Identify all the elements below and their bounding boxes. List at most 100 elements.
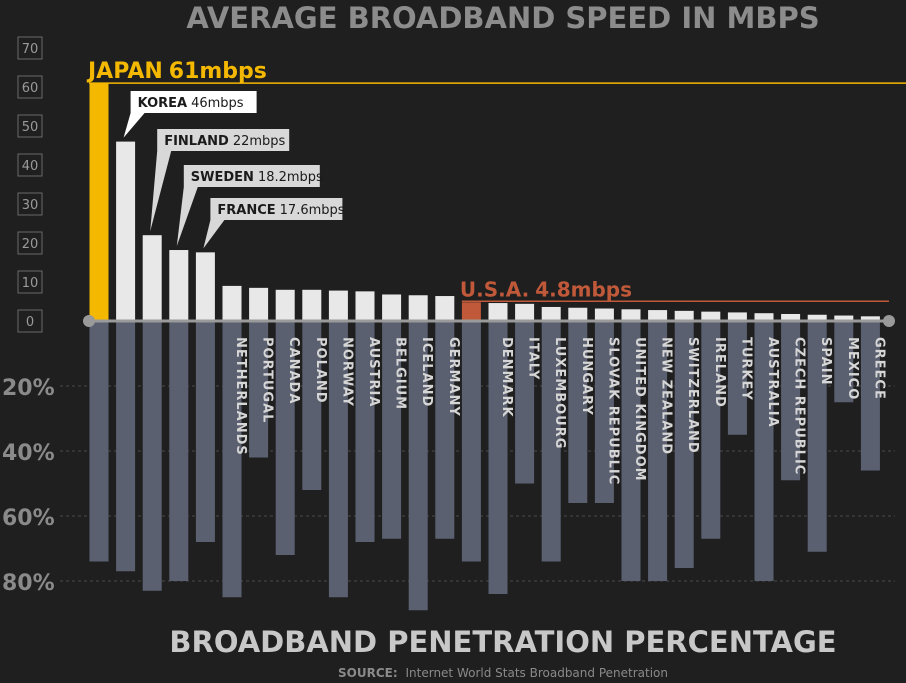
speed-bar [328, 290, 348, 321]
speed-bar [594, 308, 614, 321]
japan-callout-name: JAPAN [86, 59, 163, 84]
country-label: ICELAND [419, 337, 434, 407]
speech-bubble-name: KOREA [138, 96, 188, 111]
penetration-bar [807, 321, 827, 552]
speed-bar [195, 252, 215, 321]
speech-bubble-name: SWEDEN [191, 170, 254, 185]
japan-callout-value: 61mbps [169, 59, 267, 84]
speech-bubble-pointer [123, 113, 145, 138]
penetration-tick-label: 20% [2, 376, 55, 401]
speech-bubble [130, 91, 257, 113]
penetration-tick-label: 60% [2, 506, 55, 531]
speech-bubble-value: 22mbps [233, 134, 286, 149]
speed-bar [701, 311, 721, 321]
speed-bar [621, 309, 641, 321]
penetration-bar [116, 321, 136, 572]
penetration-bar [515, 321, 535, 484]
chart-title: AVERAGE BROADBAND SPEED IN MBPS [186, 1, 819, 35]
speed-tick-label: 30 [22, 198, 39, 213]
speed-bar [674, 310, 694, 321]
country-label: GREECE [871, 337, 886, 400]
penetration-bar [568, 321, 588, 503]
country-label: SLOVAK REPUBLIC [605, 337, 620, 485]
speed-bar [408, 295, 428, 321]
baseline-start-dot [83, 315, 95, 327]
speed-bar [807, 314, 827, 321]
speech-bubble-name: FINLAND [164, 134, 229, 149]
country-label: PORTUGAL [260, 337, 275, 423]
penetration-bar [249, 321, 269, 458]
speed-bar [142, 235, 162, 321]
speed-bar [648, 310, 668, 321]
country-labels: NETHERLANDS PORTUGAL CANADA POLAND NORWAY AUS… [233, 337, 886, 485]
speed-bar [382, 294, 402, 321]
country-label: BELGIUM [393, 337, 408, 410]
country-label: NETHERLANDS [233, 337, 248, 456]
speed-tick-box [17, 75, 43, 99]
source-text: Internet World Stats Broadband Penetrati… [405, 666, 668, 680]
speed-tick-label: 10 [22, 276, 39, 291]
speed-tick-box [17, 270, 43, 294]
usa-callout: U.S.A. 4.8mbps [460, 277, 632, 301]
speech-bubble-value: 46mbps [191, 96, 244, 111]
speed-tick-label: 0 [26, 315, 34, 330]
penetration-bar [594, 321, 614, 503]
usa-callout-value: 4.8mbps [535, 277, 632, 301]
country-label: NORWAY [339, 337, 354, 407]
penetration-bar [488, 321, 508, 594]
speech-bubble-pointer [203, 220, 225, 249]
penetration-bar [275, 321, 295, 555]
country-label: DENMARK [499, 337, 514, 418]
speed-bar [116, 141, 136, 321]
speech-bubble [183, 165, 320, 187]
country-label: AUSTRALIA [765, 337, 780, 428]
speed-bar [834, 315, 854, 321]
country-label: LUXEMBOURG [552, 337, 567, 449]
speed-bar [302, 289, 322, 321]
penetration-bar [382, 321, 402, 539]
penetration-bar [408, 321, 428, 611]
speed-bar [541, 306, 561, 321]
speed-bar [860, 316, 880, 321]
speed-tick-box [17, 309, 43, 333]
speed-bar [568, 307, 588, 321]
penetration-bar [701, 321, 721, 539]
speed-tick-label: 70 [22, 42, 39, 57]
penetration-bar [648, 321, 668, 581]
source-note: SOURCE: Internet World Stats Broadband P… [338, 666, 668, 680]
speech-bubble-pointer [176, 187, 198, 247]
country-label: GERMANY [446, 337, 461, 417]
country-label: HUNGARY [579, 337, 594, 416]
speed-tick-box [17, 36, 43, 60]
country-label: MEXICO [845, 337, 860, 400]
speech-bubble-text: FINLAND 22mbps [164, 134, 285, 149]
penetration-bar [328, 321, 348, 598]
country-label: SPAIN [818, 337, 833, 385]
country-label: CANADA [286, 337, 301, 404]
speech-bubble [210, 198, 343, 220]
usa-callout-name: U.S.A. [460, 277, 529, 301]
axes: 0 10 20 30 40 50 60 70 20% 40% 60% 80% [2, 36, 895, 596]
penetration-bar [674, 321, 694, 568]
penetration-bar [89, 321, 109, 562]
penetration-bar [621, 321, 641, 581]
chart-subtitle: BROADBAND PENETRATION PERCENTAGE [169, 625, 836, 659]
baseline-end-dot [883, 315, 895, 327]
speech-bubble-name: FRANCE [217, 203, 275, 218]
speed-tick-box [17, 231, 43, 255]
country-label: NEW ZEALAND [659, 337, 674, 455]
country-label: POLAND [313, 337, 328, 404]
speed-bar [275, 289, 295, 321]
penetration-bar [860, 321, 880, 471]
country-label: CZECH REPUBLIC [792, 337, 807, 475]
speed-bar [461, 302, 481, 321]
speech-bubble [157, 129, 290, 151]
speed-tick-box [17, 114, 43, 138]
speed-tick-label: 60 [22, 81, 39, 96]
country-label: TURKEY [738, 337, 753, 401]
speed-tick-box [17, 153, 43, 177]
penetration-bar [355, 321, 375, 542]
penetration-tick-label: 80% [2, 571, 55, 596]
penetration-bar [142, 321, 162, 591]
